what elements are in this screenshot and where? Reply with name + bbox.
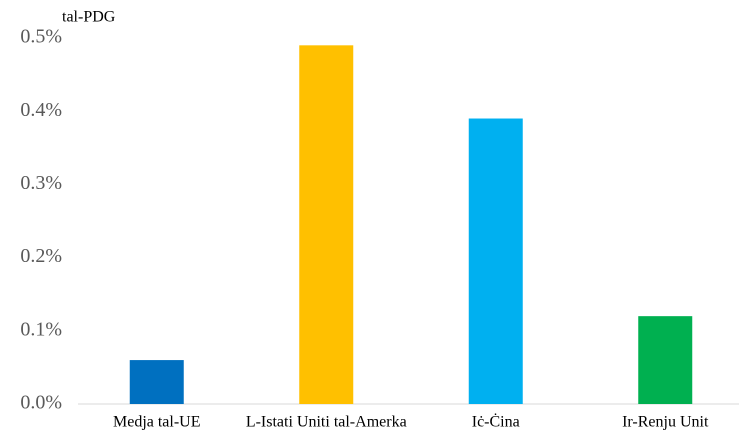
bar [129, 360, 184, 404]
y-tick-label: 0.4% [20, 99, 62, 121]
y-tick-label: 0.0% [20, 392, 62, 414]
y-tick-label: 0.5% [20, 26, 62, 48]
y-axis-label: tal-PDG [62, 9, 116, 26]
y-tick-label: 0.2% [20, 245, 62, 267]
x-tick-label: Ir-Renju Unit [622, 414, 709, 431]
x-tick-label: Iċ-Ċina [472, 413, 520, 431]
y-tick-label: 0.3% [20, 172, 62, 194]
bar [638, 316, 693, 404]
x-tick-label: L-Istati Uniti tal-Amerka [246, 414, 407, 431]
bar [299, 45, 354, 404]
bar [468, 118, 523, 405]
y-tick-label: 0.1% [20, 318, 62, 340]
x-tick-label: Medja tal-UE [113, 414, 201, 431]
